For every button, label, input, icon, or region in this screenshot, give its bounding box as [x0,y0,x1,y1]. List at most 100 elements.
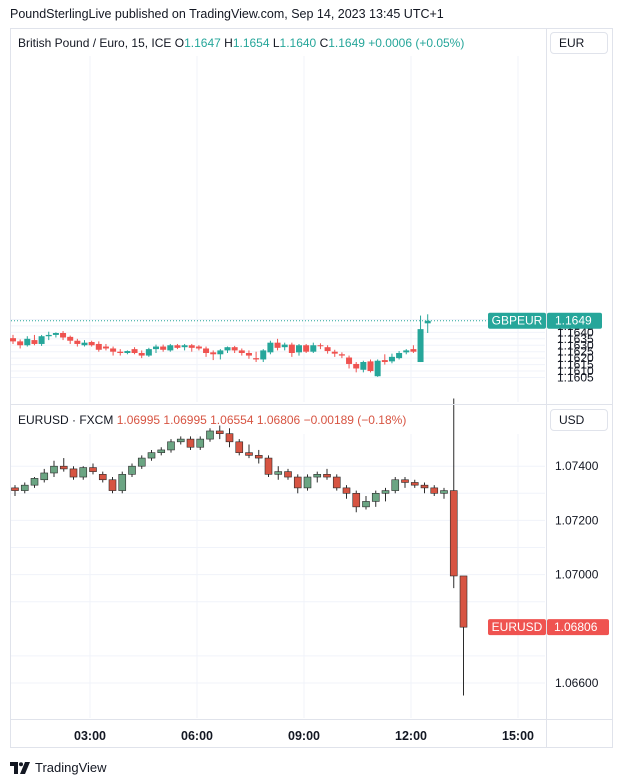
eurusd-candle-body [108,479,117,491]
gbpeur-candle-body [338,354,345,356]
tradingview-logo-icon[interactable] [10,761,30,774]
eurusd-candle-body [118,474,127,491]
bottom-symbol-title: EURUSD · FXCM [18,413,114,427]
eurusd-candle-body [254,455,263,459]
eurusd-candle-body [79,467,88,478]
eurusd-candle-body [440,490,448,494]
gbpeur-candle-body [374,360,381,377]
eurusd-candle-body [167,441,175,451]
price-tick-label: 1.1605 [557,371,594,385]
price-tick-label: 1.06600 [555,676,599,690]
gbpeur-candle-body [38,336,45,344]
eurusd-candle-body [137,457,146,467]
gbpeur-candle-body [145,349,152,356]
top-ohlc-key: O [174,36,185,50]
tradingview-brand[interactable]: TradingView [35,760,107,775]
gbpeur-candle-body [95,343,102,350]
gbpeur-candle-body [410,349,417,352]
gbpeur-candle-body [10,338,16,342]
gbpeur-candle-body [360,362,367,370]
gbpeur-candle-body [310,345,317,352]
price-tick-label: 1.07400 [555,459,599,473]
eurusd-candle-body [50,465,58,474]
gbpeur-candle-body [67,336,74,341]
bottom-ohlc-value: 1.06806 [253,413,301,427]
eurusd-candle-body [410,482,419,486]
gbpeur-candle-body [117,351,124,353]
gbpeur-candle-body [367,361,374,372]
gbpeur-candle-body [138,352,145,356]
gbpeur-candle-body [110,348,117,352]
pane-divider[interactable] [10,404,613,405]
gbpeur-candle-body [81,342,88,346]
time-tick-label: 06:00 [181,729,213,743]
top-ohlc-value: 1.1647 [184,36,221,50]
eurusd-candle-body [196,438,205,448]
eurusd-candle-body [293,476,302,489]
eurusd-candle-body [69,468,78,478]
gbpeur-candle-body [381,360,388,363]
gbpeur-candle-body [131,349,138,353]
bottom-change: −0.00189 (−0.18%) [303,413,407,427]
gbpeur-candle-body [238,350,245,353]
gbpeur-candle-body [74,340,81,344]
attribution-text: PoundSterlingLive published on TradingVi… [10,7,444,21]
gbpeur-candle-body [260,350,267,360]
eurusd-candle-body [89,467,97,472]
price-tick-label: 1.07000 [555,568,599,582]
eurusd-candle-body [157,449,166,453]
footer: TradingView [10,760,107,775]
gbpeur-candle-body [417,329,424,363]
gbpeur-candle-body [88,342,95,346]
gbpeur-candle-body [217,350,224,355]
top-ohlc-values: O1.1647 H1.1654 L1.1640 C1.1649 [175,36,369,50]
gbpeur-candle-body [52,332,59,335]
eurusd-symbol-tag [488,619,546,636]
gbpeur-candle-body [174,345,181,348]
eurusd-candle-body [381,490,390,494]
gbpeur-candle-body [195,346,202,349]
eurusd-candle-body [215,430,224,434]
chart-frame [10,28,613,748]
eurusd-candle-body [30,478,39,486]
eurusd-candle-body [284,471,292,478]
price-tick-label: 1.1635 [557,332,594,346]
gbpeur-candle-body [396,352,403,359]
time-tick-label: 09:00 [288,729,320,743]
eurusd-candle-body [313,474,322,478]
eurusd-candle-body [371,492,380,502]
gbpeur-candle-body [331,351,338,354]
eurusd-candle-body [40,472,49,481]
gbpeur-candle-body [160,346,167,350]
gbpeur-candle-body [353,363,360,369]
gbpeur-symbol-tag-label: GBPEUR [492,314,543,328]
bottom-currency-button[interactable]: USD [550,409,608,431]
eurusd-candle-body [449,490,458,577]
gbpeur-candle-body [203,348,210,353]
eurusd-candle-body [332,476,341,489]
eurusd-candle-body [430,487,439,494]
eurusd-candle-body [342,487,351,494]
gbpeur-candle-body [224,347,231,351]
price-tick-label: 1.1625 [557,345,594,359]
gbpeur-candle-body [303,345,310,352]
eurusd-candle-body [59,465,68,470]
gbpeur-price-tag-label: 1.1649 [555,314,592,328]
eurusd-candle-body [391,479,400,491]
time-tick-label: 15:00 [502,729,534,743]
eurusd-candle-body [147,452,156,459]
top-change: +0.0006 (+0.05%) [368,36,465,50]
time-tick-label: 12:00 [395,729,427,743]
eurusd-candle-body [274,471,283,475]
gbpeur-candle-body [210,352,217,355]
bottom-ohlc-value: 1.06995 [116,413,161,427]
gbpeur-candle-body [231,347,238,351]
gbpeur-candle-body [388,356,395,362]
price-axis-divider [546,28,547,748]
time-axis-divider [10,719,613,720]
bottom-ohlc-value: 1.06554 [206,413,254,427]
gbpeur-candle-body [324,347,331,352]
top-symbol-title: British Pound / Euro, 15, ICE [18,36,172,50]
top-currency-button[interactable]: EUR [550,32,608,54]
